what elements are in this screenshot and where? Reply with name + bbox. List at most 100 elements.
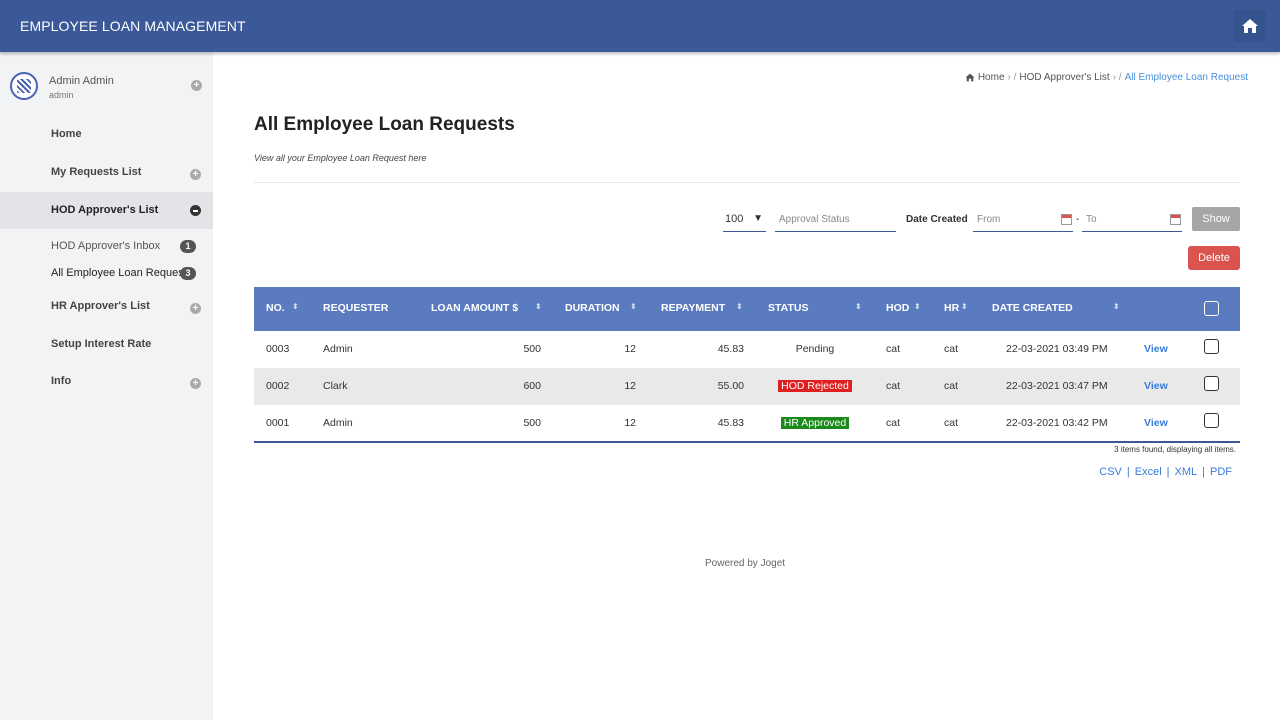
column-header-date-created[interactable]: DATE CREATED	[992, 302, 1073, 314]
export-excel-link[interactable]: Excel	[1134, 466, 1162, 478]
status-badge-approved: HR Approved	[780, 417, 850, 429]
top-bar: EMPLOYEE LOAN MANAGEMENT	[0, 0, 1280, 52]
divider	[254, 182, 1240, 183]
sidebar-item-home[interactable]: Home	[0, 116, 213, 153]
sort-icon[interactable]: ⬍	[630, 302, 637, 311]
table-bottom-border	[254, 441, 1240, 443]
sidebar-item-info[interactable]: Info +	[0, 363, 213, 400]
powered-by-footer: Powered by Joget	[705, 558, 786, 569]
cell-status: Pending	[795, 343, 835, 355]
calendar-icon[interactable]	[1061, 214, 1072, 225]
page-size-value: 100	[725, 213, 744, 225]
cell-no: 0001	[266, 417, 290, 429]
page-subtitle: View all your Employee Loan Request here	[254, 153, 427, 163]
row-checkbox[interactable]	[1204, 413, 1219, 428]
cell-requester: Clark	[323, 380, 348, 392]
export-pdf-link[interactable]: PDF	[1210, 466, 1232, 478]
sort-icon[interactable]: ⬍	[914, 302, 921, 311]
sidebar-item-all-loan-requests[interactable]: All Employee Loan Request 3	[0, 262, 213, 286]
cell-hr: cat	[944, 417, 959, 429]
date-created-label: Date Created	[906, 214, 968, 225]
sort-icon[interactable]: ⬍	[535, 302, 542, 311]
select-all-checkbox[interactable]	[1204, 301, 1219, 316]
cell-date: 22-03-2021 03:49 PM	[1006, 343, 1108, 355]
avatar	[10, 72, 38, 100]
cell-duration: 12	[624, 417, 636, 429]
home-button[interactable]	[1234, 10, 1266, 42]
cell-status: HOD Rejected	[768, 380, 862, 392]
approval-status-input[interactable]: Approval Status	[775, 210, 896, 232]
export-separator: |	[1202, 466, 1205, 478]
count-badge: 1	[180, 240, 196, 253]
sort-icon[interactable]: ⬍	[1113, 302, 1120, 311]
cell-no: 0002	[266, 380, 290, 392]
expand-icon: +	[190, 378, 201, 389]
cell-amount: 500	[523, 343, 541, 355]
collapse-icon	[190, 205, 201, 216]
expand-icon: +	[190, 169, 201, 180]
sidebar-item-setup-interest[interactable]: Setup Interest Rate	[0, 326, 213, 363]
sidebar-item-hod-approvers[interactable]: HOD Approver's List	[0, 192, 213, 229]
page-size-select[interactable]: 100 ▼	[723, 210, 766, 232]
row-checkbox[interactable]	[1204, 376, 1219, 391]
column-header-loan-amount[interactable]: LOAN AMOUNT $	[431, 302, 519, 314]
sidebar-item-label: My Requests List	[51, 166, 142, 178]
cell-date: 22-03-2021 03:42 PM	[1006, 417, 1108, 429]
sort-icon[interactable]: ⬍	[961, 302, 968, 311]
view-link[interactable]: View	[1144, 380, 1168, 392]
date-from-input[interactable]: From	[973, 210, 1073, 232]
date-to-input[interactable]: To	[1082, 210, 1182, 232]
column-header-repayment[interactable]: REPAYMENT	[661, 302, 726, 314]
cell-repayment: 45.83	[717, 417, 744, 429]
table-row: 0003 Admin 500 12 45.83 Pending cat cat …	[254, 331, 1240, 368]
breadcrumb-home[interactable]: Home	[977, 72, 1005, 83]
user-role: admin	[49, 90, 74, 100]
sort-icon[interactable]: ⬍	[736, 302, 743, 311]
row-checkbox[interactable]	[1204, 339, 1219, 354]
column-header-requester[interactable]: REQUESTER	[323, 302, 389, 314]
export-xml-link[interactable]: XML	[1174, 466, 1198, 478]
column-header-hr[interactable]: HR	[944, 302, 960, 314]
breadcrumb-separator: › /	[1007, 72, 1017, 83]
sidebar-item-hod-inbox[interactable]: HOD Approver's Inbox 1	[0, 235, 213, 259]
sidebar: Admin Admin admin + Home My Requests Lis…	[0, 52, 213, 720]
sort-icon[interactable]: ⬍	[855, 302, 862, 311]
user-name: Admin Admin	[49, 75, 114, 87]
sidebar-item-label: HOD Approver's List	[51, 204, 159, 216]
sidebar-item-hr-approvers[interactable]: HR Approver's List +	[0, 288, 213, 325]
expand-icon[interactable]: +	[191, 80, 202, 91]
view-link[interactable]: View	[1144, 417, 1168, 429]
breadcrumb: Home › / HOD Approver's List › / All Emp…	[965, 72, 1248, 83]
user-profile[interactable]: Admin Admin admin +	[0, 52, 213, 118]
column-header-duration[interactable]: DURATION	[565, 302, 620, 314]
cell-repayment: 45.83	[717, 343, 744, 355]
calendar-icon[interactable]	[1170, 214, 1181, 225]
sort-icon[interactable]: ⬍	[292, 302, 299, 311]
column-header-status[interactable]: STATUS	[768, 302, 809, 314]
export-links: CSV | Excel | XML | PDF	[1099, 466, 1232, 478]
date-range-separator: -	[1076, 214, 1080, 225]
cell-hr: cat	[944, 380, 959, 392]
count-badge: 3	[180, 267, 196, 280]
breadcrumb-hod-list[interactable]: HOD Approver's List	[1019, 72, 1110, 83]
sidebar-item-label: Info	[51, 375, 72, 387]
delete-button[interactable]: Delete	[1188, 246, 1240, 270]
sidebar-item-my-requests[interactable]: My Requests List +	[0, 154, 213, 191]
sidebar-item-label: Setup Interest Rate	[51, 338, 152, 350]
cell-hod: cat	[886, 343, 901, 355]
show-button[interactable]: Show	[1192, 207, 1240, 231]
app-title: EMPLOYEE LOAN MANAGEMENT	[20, 18, 246, 34]
cell-amount: 500	[523, 417, 541, 429]
column-header-no[interactable]: NO.	[266, 302, 285, 314]
column-header-hod[interactable]: HOD	[886, 302, 910, 314]
view-link[interactable]: View	[1144, 343, 1168, 355]
export-csv-link[interactable]: CSV	[1099, 466, 1122, 478]
status-badge-rejected: HOD Rejected	[778, 380, 852, 392]
cell-duration: 12	[624, 343, 636, 355]
sidebar-item-label: HOD Approver's Inbox	[51, 240, 161, 252]
cell-status: HR Approved	[768, 417, 862, 429]
cell-hod: cat	[886, 417, 901, 429]
cell-requester: Admin	[323, 343, 353, 355]
cell-repayment: 55.00	[717, 380, 744, 392]
cell-amount: 600	[523, 380, 541, 392]
